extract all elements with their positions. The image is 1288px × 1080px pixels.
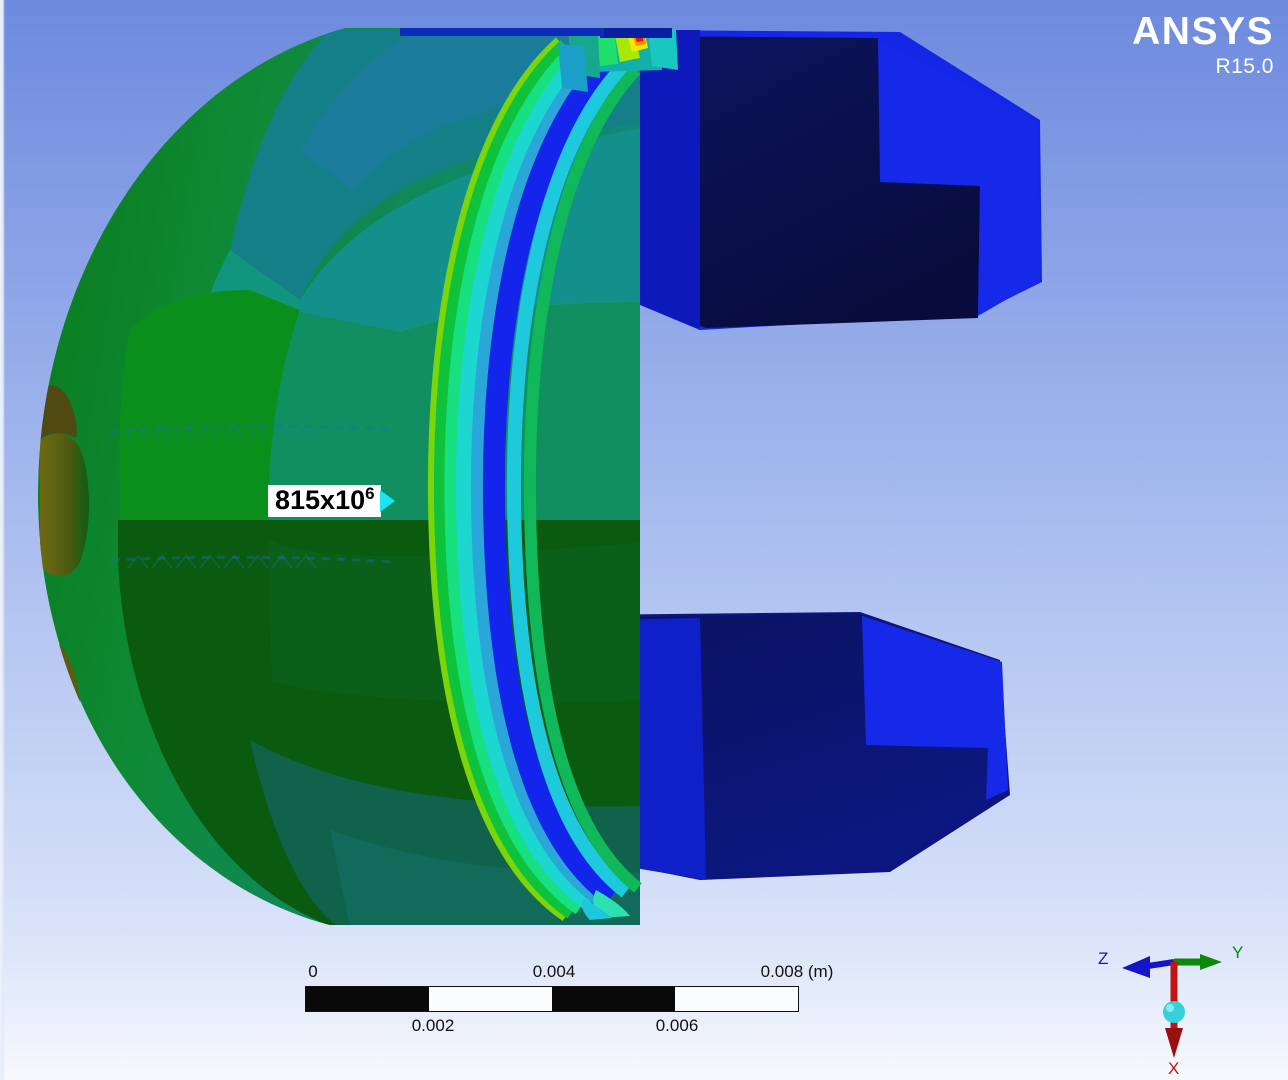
triad-origin-sphere bbox=[1163, 1001, 1185, 1023]
triad-origin-highlight bbox=[1166, 1004, 1174, 1012]
annotation-label-box: 815x106 bbox=[268, 483, 381, 518]
ansys-version-text: R15.0 bbox=[1215, 55, 1274, 78]
triad-x-label: X bbox=[1168, 1059, 1179, 1076]
coordinate-triad[interactable]: Y Z X bbox=[1076, 936, 1276, 1076]
stress-value-annotation[interactable]: 815x106 bbox=[268, 481, 395, 521]
scale-bar-track bbox=[305, 986, 799, 1012]
scale-bar-segment-4 bbox=[675, 987, 798, 1011]
scale-bar: 0 0.004 0.008 (m) 0.002 0.006 bbox=[305, 962, 833, 1038]
annotation-exponent: 6 bbox=[365, 483, 375, 503]
viewport-left-border bbox=[0, 0, 5, 1080]
triad-z-axis: Z bbox=[1098, 949, 1175, 978]
annotation-pointer-icon bbox=[379, 490, 395, 512]
ansys-logo-text: ANSYS bbox=[1132, 10, 1274, 53]
annotation-mantissa: 815x10 bbox=[275, 484, 366, 515]
scale-bar-bottom-labels: 0.002 0.006 bbox=[305, 1016, 825, 1038]
scale-bar-segment-1 bbox=[306, 987, 429, 1011]
mesh-ghost-ticks bbox=[127, 424, 317, 569]
triad-y-axis: Y bbox=[1174, 943, 1243, 970]
triad-y-label: Y bbox=[1232, 943, 1243, 962]
inner-bore-contours bbox=[427, 37, 642, 921]
mesh-ghost-lines bbox=[109, 424, 393, 564]
triad-z-label: Z bbox=[1098, 949, 1108, 968]
ansys-logo: ANSYS R15.0 bbox=[1132, 12, 1274, 77]
scale-label-0002: 0.002 bbox=[411, 1016, 455, 1035]
scale-bar-top-labels: 0 0.004 0.008 (m) bbox=[305, 962, 833, 984]
scale-label-0008: 0.008 (m) bbox=[760, 962, 834, 981]
scale-label-0004: 0.004 bbox=[532, 962, 576, 981]
stress-region-bottom bbox=[582, 890, 630, 920]
stress-hotspot-top bbox=[400, 28, 678, 92]
scale-label-0006: 0.006 bbox=[655, 1016, 699, 1035]
scale-label-0: 0 bbox=[308, 962, 318, 981]
scale-bar-segment-3 bbox=[552, 987, 675, 1011]
upper-right-fragment bbox=[628, 30, 1042, 330]
scale-bar-segment-2 bbox=[429, 987, 552, 1011]
